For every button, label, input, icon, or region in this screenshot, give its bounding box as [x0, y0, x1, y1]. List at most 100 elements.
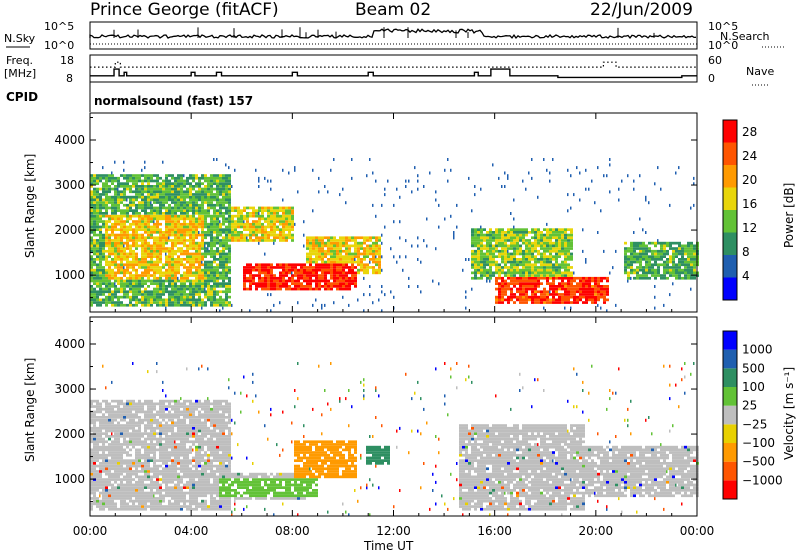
power-cell	[210, 252, 213, 256]
power-cell	[105, 222, 108, 226]
power-cell	[123, 263, 126, 267]
power-cell	[516, 249, 519, 253]
power-cell	[168, 298, 171, 302]
power-cell	[99, 233, 102, 237]
power-cell	[378, 236, 381, 240]
power-cell	[456, 225, 458, 229]
power-cell	[348, 239, 351, 242]
power-cell	[546, 255, 549, 258]
velocity-cell	[111, 467, 114, 471]
power-cell	[177, 203, 180, 207]
power-cell	[534, 268, 537, 272]
velocity-cell	[111, 445, 114, 449]
power-cell	[564, 285, 567, 288]
power-cell	[567, 236, 570, 240]
power-cell	[216, 233, 219, 237]
power-cell	[168, 193, 171, 196]
power-cell	[261, 276, 264, 280]
power-cell	[540, 231, 543, 234]
power-cell	[213, 266, 216, 269]
power-cell	[285, 274, 288, 277]
power-cell	[246, 279, 249, 283]
power-cell	[327, 285, 330, 288]
velocity-cell	[126, 405, 129, 408]
power-cell	[156, 220, 159, 223]
power-cell	[342, 295, 344, 299]
power-cell	[294, 271, 297, 275]
power-cell	[96, 233, 99, 237]
power-cell	[534, 274, 537, 277]
velocity-cell	[108, 424, 111, 427]
velocity-cell	[120, 443, 123, 446]
power-cell	[156, 231, 159, 234]
power-cell	[273, 287, 276, 291]
power-cell	[180, 263, 183, 267]
power-cell	[513, 255, 516, 258]
power-cell	[150, 228, 153, 231]
power-cell	[135, 285, 138, 288]
power-cell	[531, 290, 534, 294]
power-cell	[171, 214, 174, 218]
power-cell	[375, 239, 378, 242]
power-cell	[198, 209, 201, 212]
power-cell	[636, 260, 639, 264]
power-cell	[516, 233, 519, 237]
power-cell	[219, 201, 222, 204]
velocity-cell	[114, 416, 117, 419]
velocity-cell	[90, 491, 93, 495]
power-cell	[507, 298, 510, 302]
velocity-cell	[123, 478, 126, 481]
power-cell	[90, 249, 93, 253]
power-cell	[228, 303, 231, 307]
velocity-cell	[99, 416, 102, 419]
power-cell	[639, 252, 642, 256]
power-cell	[132, 203, 135, 207]
power-cell	[483, 239, 486, 242]
power-cell	[144, 212, 147, 215]
power-cell	[168, 252, 171, 256]
velocity-cell	[117, 448, 120, 452]
power-cell	[132, 258, 135, 261]
power-cell	[204, 263, 207, 267]
power-cell	[591, 295, 594, 299]
power-cell	[303, 220, 305, 224]
power-cell	[348, 287, 351, 291]
power-cell	[243, 220, 245, 224]
velocity-cell	[111, 478, 114, 481]
power-cell	[234, 225, 237, 229]
power-cell	[120, 290, 123, 294]
power-cell	[564, 306, 566, 310]
power-cell	[543, 276, 546, 280]
power-cell	[201, 195, 204, 199]
power-cell	[210, 185, 213, 188]
power-cell	[120, 301, 123, 304]
power-cell	[150, 214, 153, 218]
power-cell	[333, 271, 336, 275]
velocity-cell	[120, 470, 123, 473]
power-cell	[210, 176, 213, 180]
power-cell	[99, 249, 102, 253]
velocity-cell	[105, 491, 108, 495]
power-cell	[216, 266, 219, 269]
power-cell	[123, 285, 126, 288]
power-cell	[318, 190, 320, 194]
power-cell	[510, 282, 513, 285]
power-cell	[90, 182, 93, 185]
power-cell	[204, 193, 207, 196]
power-cell	[288, 231, 291, 234]
velocity-cell	[108, 491, 111, 495]
power-cell	[378, 298, 380, 302]
power-cell	[471, 266, 474, 269]
power-cell	[393, 255, 395, 259]
power-cell	[165, 220, 168, 223]
power-cell	[312, 236, 315, 240]
power-cell	[201, 276, 204, 280]
power-cell	[225, 231, 228, 234]
power-cell	[537, 282, 540, 285]
power-cell	[366, 266, 369, 269]
power-cell	[255, 263, 258, 267]
power-cell	[327, 236, 330, 240]
power-cell	[180, 209, 183, 212]
power-cell	[471, 255, 474, 258]
power-cell	[189, 266, 192, 269]
